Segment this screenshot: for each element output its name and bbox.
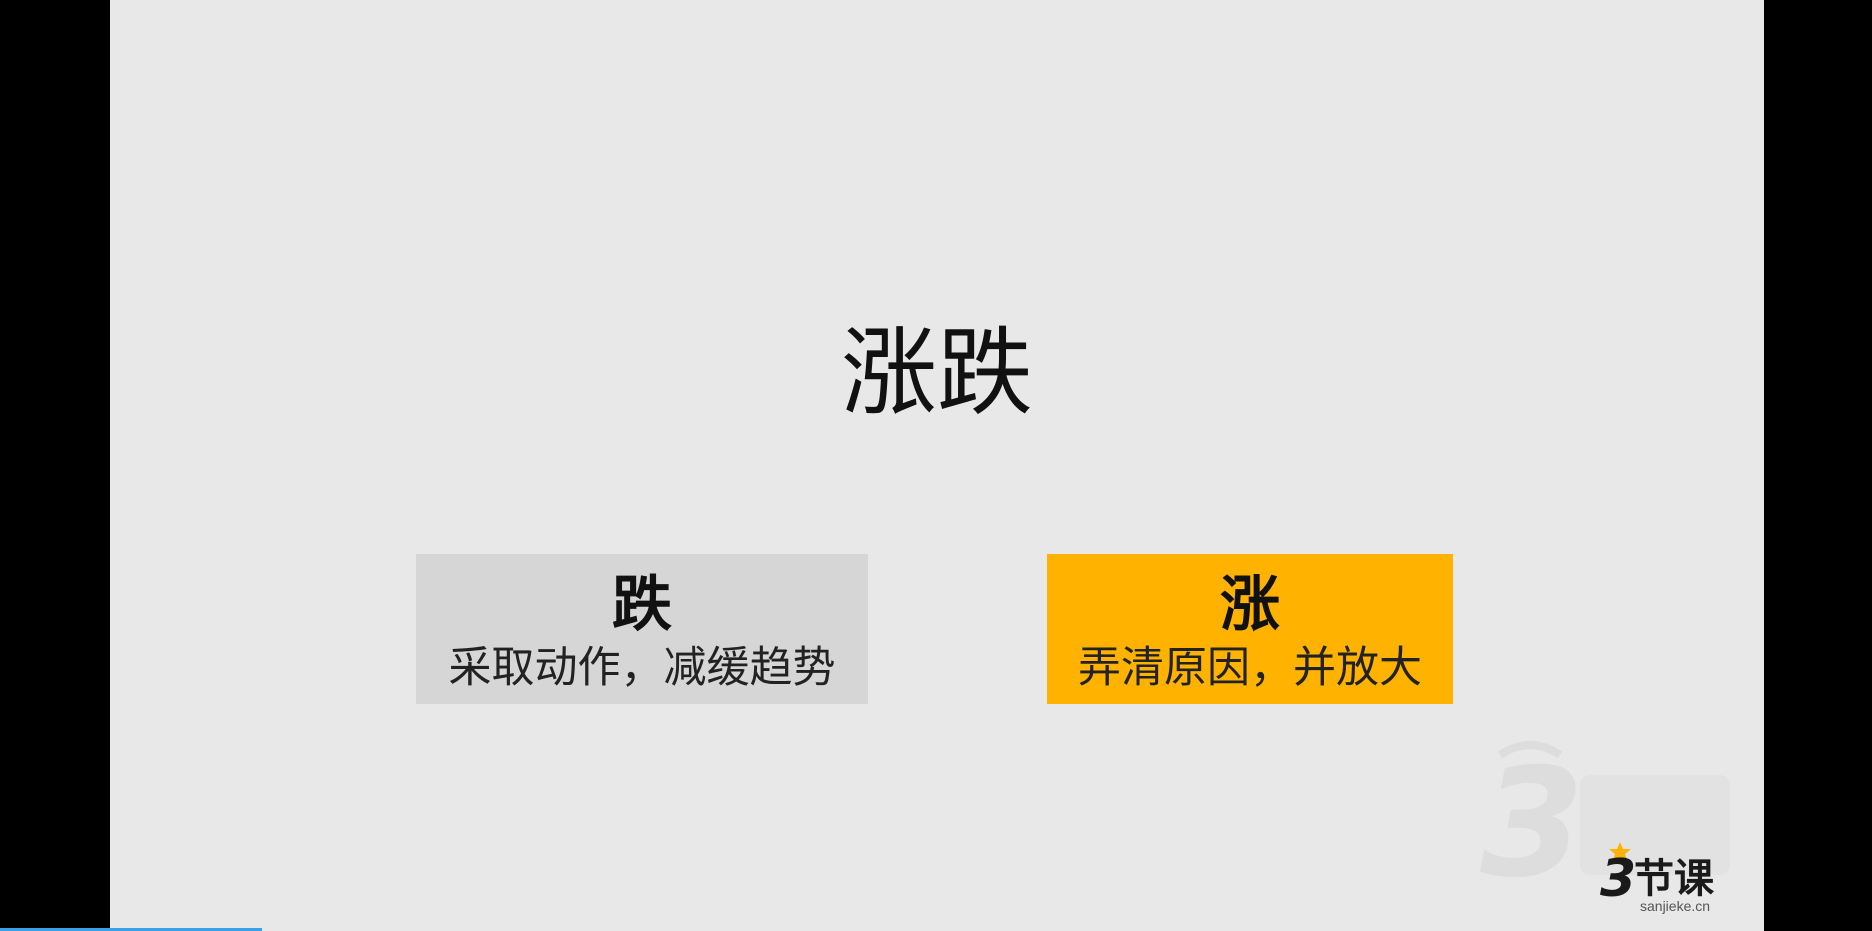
video-progress-fill (0, 928, 263, 931)
card-rise: 涨 弄清原因，并放大 (1047, 554, 1453, 704)
card-fall: 跌 采取动作，减缓趋势 (416, 554, 868, 704)
card-fall-text: 采取动作，减缓趋势 (448, 643, 836, 693)
card-rise-heading: 涨 (1220, 570, 1280, 640)
svg-text:3: 3 (1480, 737, 1584, 905)
svg-text:节课: 节课 (1634, 856, 1715, 902)
video-progress-bar[interactable] (0, 928, 1872, 931)
brand-url: sanjieke.cn (1640, 898, 1711, 914)
card-rise-text: 弄清原因，并放大 (1078, 643, 1422, 693)
brand-logo: 3 节课 sanjieke.cn (1596, 838, 1746, 914)
svg-text:3: 3 (1600, 849, 1636, 909)
brand-logo-icon: 3 节课 (1600, 842, 1715, 909)
card-fall-heading: 跌 (612, 570, 672, 640)
slide-title: 涨跌 (841, 317, 1033, 429)
slide-canvas: 涨跌 跌 采取动作，减缓趋势 涨 弄清原因，并放大 3 3 节课 sanjiek… (110, 0, 1764, 931)
